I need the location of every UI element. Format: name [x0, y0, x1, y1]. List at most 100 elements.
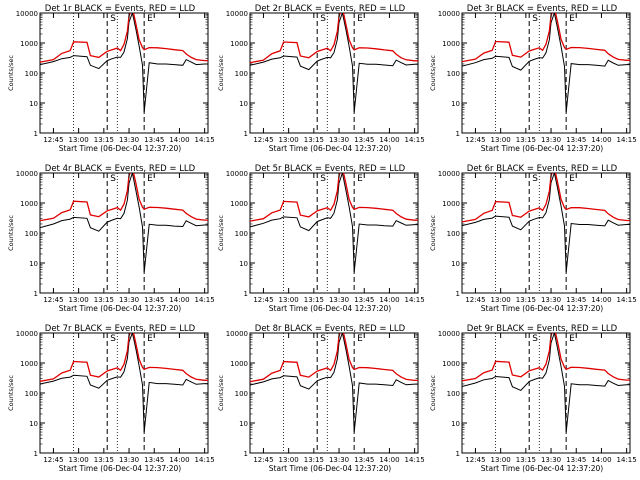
plot-frame	[39, 332, 209, 454]
x-tick-label: 13:45	[354, 296, 374, 304]
y-tick-label: 10000	[438, 10, 460, 18]
detector-panel: Det 3r BLACK = Events, RED = LLD 1 10 100 10…	[429, 4, 637, 153]
series-lld-line	[250, 173, 418, 222]
x-tick-label: 12:45	[465, 456, 485, 464]
series-lld-line	[250, 13, 418, 64]
x-tick-label: 13:30	[329, 456, 349, 464]
plot-frame	[39, 12, 209, 134]
x-tick-label: 13:15	[516, 456, 536, 464]
panel-title: Det 2r BLACK = Events, RED = LLD	[255, 4, 406, 14]
x-tick-label: 13:15	[304, 136, 324, 144]
x-tick-label: 12:45	[253, 136, 273, 144]
panel-title: Det 9r BLACK = Events, RED = LLD	[467, 324, 618, 334]
y-axis-label: Counts/sec	[217, 375, 225, 411]
end-marker: E	[569, 174, 575, 184]
x-tick-label: 13:00	[491, 456, 511, 464]
y-tick-label: 1	[456, 450, 460, 458]
y-tick-label: 1	[244, 130, 248, 138]
y-axis-label: Counts/sec	[429, 215, 437, 251]
panel-title: Det 6r BLACK = Events, RED = LLD	[467, 164, 618, 174]
x-tick-label: 12:45	[465, 296, 485, 304]
x-tick-label: 14:15	[405, 296, 425, 304]
y-tick-label: 100	[235, 70, 248, 78]
y-tick-label: 10000	[226, 10, 248, 18]
x-tick-label: 13:00	[491, 136, 511, 144]
y-tick-label: 10000	[438, 330, 460, 338]
start-marker: S	[532, 334, 538, 344]
panel-title: Det 4r BLACK = Events, RED = LLD	[45, 164, 196, 174]
detector-panel: Det 5r BLACK = Events, RED = LLD 1 10 100 10…	[217, 164, 425, 313]
x-axis-label: Start Time (06-Dec-04 12:37:20)	[481, 464, 603, 473]
y-tick-label: 10000	[16, 330, 38, 338]
y-tick-label: 1	[244, 450, 248, 458]
y-tick-label: 1000	[230, 40, 248, 48]
plot-area	[462, 13, 630, 133]
x-tick-label: 12:45	[43, 136, 63, 144]
x-tick-label: 12:45	[253, 296, 273, 304]
series-lld-line	[40, 13, 208, 63]
plot-frame	[39, 172, 209, 294]
end-marker: E	[569, 14, 575, 24]
detector-panel: Det 4r BLACK = Events, RED = LLD 1 10 100 10…	[7, 164, 215, 313]
x-tick-label: 13:15	[94, 296, 114, 304]
end-marker: E	[147, 174, 153, 184]
x-axis-label: Start Time (06-Dec-04 12:37:20)	[59, 464, 181, 473]
x-tick-label: 13:00	[279, 296, 299, 304]
y-tick-label: 100	[447, 390, 460, 398]
x-tick-label: 13:45	[354, 136, 374, 144]
series-events-line	[462, 333, 630, 433]
x-tick-label: 13:45	[566, 136, 586, 144]
y-tick-label: 10	[451, 100, 460, 108]
y-tick-label: 100	[25, 390, 38, 398]
series-events-line	[250, 173, 418, 273]
end-marker: E	[147, 334, 153, 344]
y-tick-label: 10000	[226, 330, 248, 338]
x-tick-label: 13:00	[491, 296, 511, 304]
y-tick-label: 10	[239, 100, 248, 108]
end-marker: E	[357, 334, 363, 344]
panel-title: Det 7r BLACK = Events, RED = LLD	[45, 324, 196, 334]
start-marker: S	[532, 174, 538, 184]
y-tick-label: 1000	[20, 40, 38, 48]
x-tick-label: 13:45	[566, 456, 586, 464]
y-tick-label: 10	[239, 260, 248, 268]
y-tick-label: 1000	[20, 360, 38, 368]
y-tick-label: 100	[447, 230, 460, 238]
x-tick-label: 13:00	[279, 136, 299, 144]
x-tick-label: 13:45	[144, 296, 164, 304]
y-tick-label: 10	[29, 420, 38, 428]
y-tick-label: 10	[451, 420, 460, 428]
x-tick-label: 13:30	[119, 456, 139, 464]
y-axis-label: Counts/sec	[7, 375, 15, 411]
series-lld-line	[462, 333, 630, 382]
x-tick-label: 13:15	[94, 136, 114, 144]
y-tick-label: 100	[25, 230, 38, 238]
plot-frame	[249, 332, 419, 454]
plot-area	[250, 173, 418, 293]
plot-area	[250, 333, 418, 453]
x-tick-label: 13:45	[354, 456, 374, 464]
series-events-line	[462, 13, 630, 113]
plot-area	[462, 333, 630, 453]
x-axis-label: Start Time (06-Dec-04 12:37:20)	[269, 464, 391, 473]
x-axis-label: Start Time (06-Dec-04 12:37:20)	[269, 144, 391, 153]
y-tick-label: 10	[29, 100, 38, 108]
y-tick-label: 1	[456, 290, 460, 298]
y-tick-label: 1	[34, 450, 38, 458]
x-tick-label: 14:15	[405, 456, 425, 464]
x-tick-label: 13:30	[541, 136, 561, 144]
x-tick-label: 14:00	[379, 136, 399, 144]
y-tick-label: 100	[235, 390, 248, 398]
x-tick-label: 13:45	[144, 136, 164, 144]
start-marker: S	[110, 334, 116, 344]
y-tick-label: 100	[235, 230, 248, 238]
x-tick-label: 14:15	[195, 136, 215, 144]
detector-panel: Det 6r BLACK = Events, RED = LLD 1 10 100 10…	[429, 164, 637, 313]
y-tick-label: 1000	[442, 360, 460, 368]
y-tick-label: 10	[239, 420, 248, 428]
x-tick-label: 13:30	[119, 296, 139, 304]
x-tick-label: 13:30	[329, 296, 349, 304]
y-axis-label: Counts/sec	[429, 55, 437, 91]
x-tick-label: 14:15	[195, 296, 215, 304]
x-tick-label: 12:45	[43, 456, 63, 464]
